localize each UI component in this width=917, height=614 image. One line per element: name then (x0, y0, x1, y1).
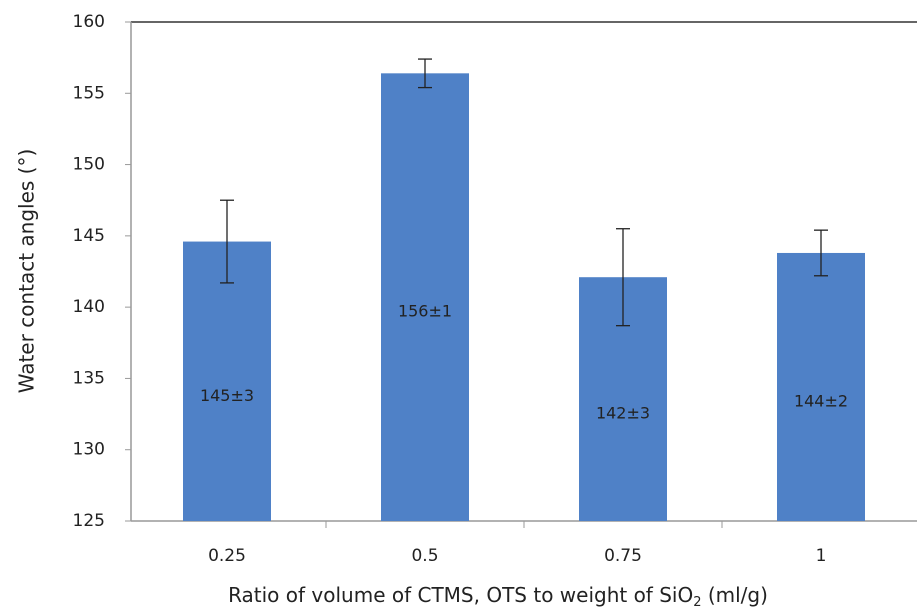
x-axis-label-sub: 2 (693, 595, 701, 610)
x-axis-label-part: (ml/g) (701, 583, 767, 607)
data-label: 144±2 (794, 391, 848, 410)
y-tick-label: 155 (73, 83, 105, 103)
data-label: 156±1 (398, 302, 452, 321)
bar (777, 253, 865, 521)
y-tick-label: 160 (73, 12, 105, 32)
y-tick-label: 130 (73, 440, 105, 460)
y-tick-label: 145 (73, 226, 105, 246)
bar (381, 73, 469, 521)
data-label: 145±3 (200, 386, 254, 405)
x-tick-label: 0.5 (411, 546, 438, 566)
y-axis-label: Water contact angles (°) (15, 149, 39, 394)
y-tick-label: 135 (73, 368, 105, 388)
x-tick-label: 1 (816, 546, 827, 566)
y-tick-label: 125 (73, 511, 105, 531)
x-tick-label: 0.25 (208, 546, 246, 566)
y-tick-label: 150 (73, 155, 105, 175)
x-tick-label: 0.75 (604, 546, 642, 566)
data-label: 142±3 (596, 404, 650, 423)
x-axis-label-part: Ratio of volume of CTMS, OTS to weight o… (228, 583, 693, 607)
x-axis-label: Ratio of volume of CTMS, OTS to weight o… (228, 583, 768, 610)
chart: Water contact angles (°) Ratio of volume… (0, 0, 917, 614)
y-tick-label: 140 (73, 297, 105, 317)
